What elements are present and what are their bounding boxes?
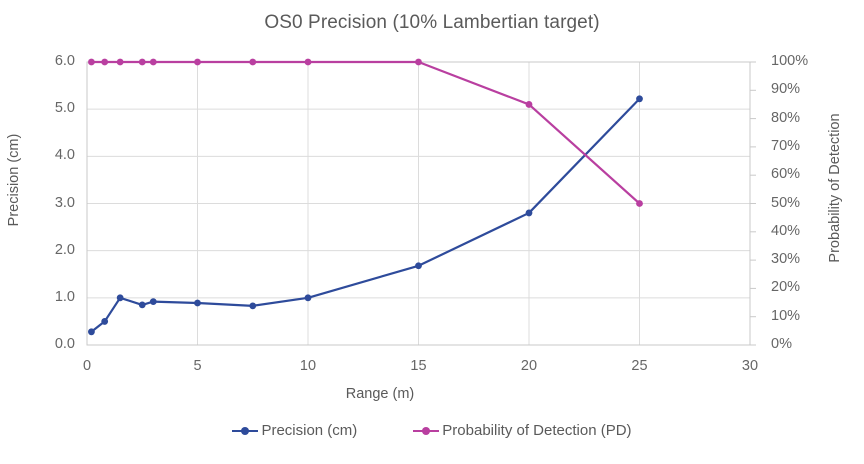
y-axis-left-tick-label: 5.0 — [54, 100, 75, 117]
chart-title: OS0 Precision (10% Lambertian target) — [264, 12, 600, 33]
y-axis-left-tick-label: 3.0 — [54, 194, 75, 211]
y-axis-right-tick-label: 90% — [771, 81, 801, 98]
y-axis-right-tick-label: 0% — [771, 336, 792, 352]
y-axis-right-tick-label: 20% — [771, 279, 801, 296]
x-axis-tick-label: 25 — [631, 358, 648, 374]
y-axis-left-tick-label: 0.0 — [54, 336, 75, 352]
x-axis-tick-label: 10 — [299, 358, 317, 374]
legend-item-pd[interactable]: Probability of Detection (PD) — [413, 422, 632, 439]
y-axis-left-tick-label: 6.0 — [54, 53, 75, 69]
legend-marker-pd — [413, 425, 440, 437]
chart-legend: Precision (cm) Probability of Detection … — [0, 422, 864, 439]
x-axis-tick-label: 20 — [520, 358, 538, 374]
y-axis-right-tick-label: 30% — [771, 251, 801, 268]
x-axis-tick-label: 0 — [82, 358, 92, 374]
y-axis-right-tick-label: 10% — [771, 307, 801, 324]
y-axis-left-tick-label: 2.0 — [54, 241, 75, 258]
y-axis-left-tick-label: 4.0 — [54, 147, 75, 164]
legend-marker-precision — [232, 425, 259, 437]
y-axis-right-tick-label: 40% — [771, 222, 801, 239]
x-axis-tick-label: 5 — [193, 358, 202, 374]
x-axis-tick-label: 30 — [741, 358, 759, 374]
legend-label-pd: Probability of Detection (PD) — [442, 422, 632, 439]
y-axis-right-tick-label: 60% — [771, 166, 801, 183]
y-axis-left-title: Precision (cm) — [6, 133, 22, 227]
y-axis-right-tick-label: 100% — [771, 53, 809, 69]
y-axis-right-tick-label: 80% — [771, 109, 801, 126]
legend-label-precision: Precision (cm) — [261, 422, 358, 439]
x-axis-tick-label: 15 — [410, 358, 427, 374]
y-axis-right-tick-label: 50% — [771, 194, 801, 211]
y-axis-right-title: Probability of Detection — [827, 113, 843, 263]
x-axis-title: Range (m) — [345, 386, 415, 402]
legend-item-precision[interactable]: Precision (cm) — [232, 422, 357, 439]
y-axis-left-tick-label: 1.0 — [54, 288, 75, 305]
y-axis-right-tick-label: 70% — [771, 137, 801, 154]
